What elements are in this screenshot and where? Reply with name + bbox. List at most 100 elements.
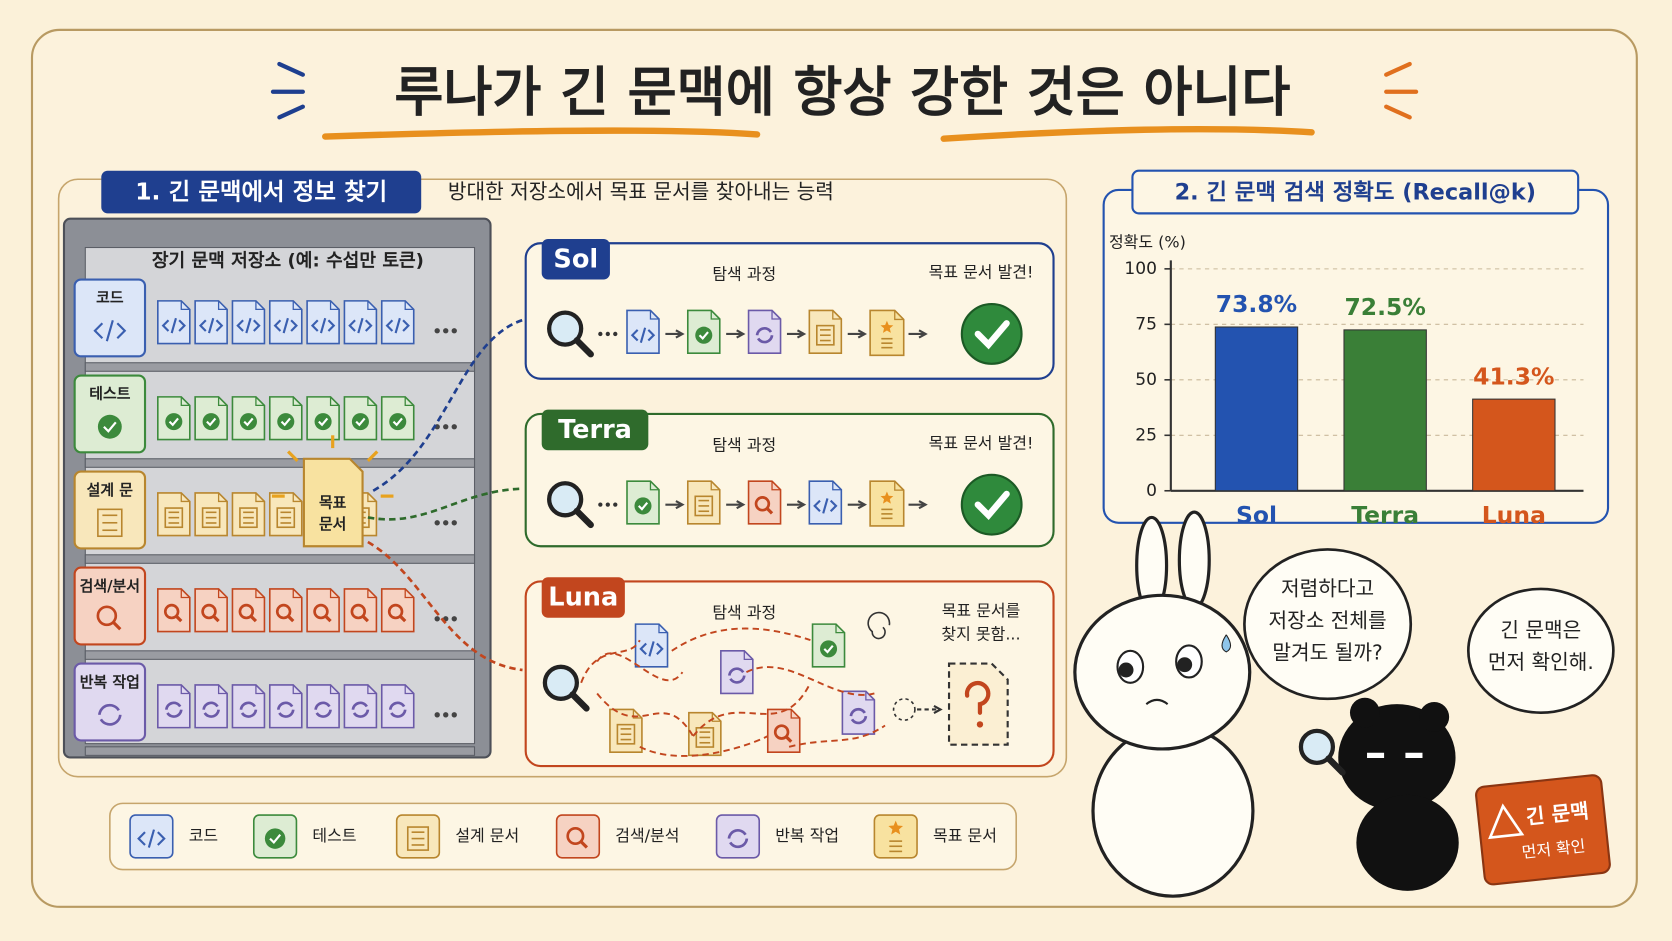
doc-icon — [194, 588, 228, 633]
doc-fold — [329, 300, 340, 311]
legend-label: 반복 작업 — [775, 826, 839, 845]
doc-fold — [255, 492, 265, 503]
icon-glyph — [97, 414, 122, 439]
y-tick-label: 75 — [1135, 314, 1157, 334]
icon-glyph — [388, 701, 407, 718]
doc-fold — [217, 492, 228, 503]
doc-sheet — [686, 480, 721, 525]
ellipsis-dot — [451, 712, 457, 718]
doc-icon — [609, 708, 643, 753]
value-label: 41.3% — [1473, 362, 1554, 390]
magnifier-handle — [569, 691, 590, 712]
doc-fold — [404, 588, 414, 599]
doc-sheet — [747, 309, 782, 354]
ellipsis-dot — [434, 520, 440, 526]
doc-sheet — [747, 480, 782, 525]
title-accent-left — [270, 61, 305, 120]
y-tick-label: 50 — [1135, 370, 1157, 390]
icon-glyph — [201, 507, 221, 529]
doc-fold — [894, 310, 904, 321]
icon-glyph — [164, 507, 184, 529]
icon-glyph — [392, 417, 403, 427]
legend-label: 테스트 — [312, 826, 356, 845]
chart-title: 2. 긴 문맥 검색 정확도 (Recall@k) — [1175, 180, 1536, 206]
doc-fold — [367, 396, 377, 407]
x-tick-label: Sol — [1236, 501, 1277, 529]
rabbit-pupil — [1118, 662, 1134, 678]
doc-sheet — [157, 492, 191, 537]
shelf-board — [84, 746, 476, 756]
doc-fold — [217, 396, 228, 407]
icon-glyph — [314, 413, 332, 431]
speech-bubble — [1243, 548, 1413, 701]
target-doc — [302, 457, 364, 548]
target-doc-label: 목표 — [319, 494, 347, 512]
legend-icon — [888, 820, 904, 853]
row-label-icon — [98, 703, 122, 726]
value-label: 73.8% — [1216, 290, 1297, 318]
link-luna — [367, 540, 523, 672]
doc-sheet — [343, 588, 378, 633]
icon-glyph — [276, 507, 296, 529]
ellipsis-dot — [443, 520, 449, 526]
rabbit-pupil — [1177, 657, 1193, 673]
doc-icon — [747, 480, 782, 525]
icon-glyph — [348, 319, 356, 332]
icon-glyph — [105, 319, 114, 342]
found-badge — [960, 302, 1023, 365]
ellipsis-dot — [434, 328, 440, 334]
doc-sheet — [194, 588, 228, 633]
icon-glyph — [201, 603, 217, 620]
doc-sheet — [869, 480, 905, 527]
doc-icon — [686, 309, 721, 354]
icon-glyph — [822, 498, 829, 514]
icon-glyph — [389, 413, 407, 431]
doc-sheet — [841, 690, 876, 735]
icon-glyph — [755, 327, 774, 344]
link-terra — [367, 487, 523, 521]
glow-ray — [286, 450, 299, 463]
section1-frame — [57, 178, 1068, 778]
doc-sheet — [720, 650, 754, 695]
doc-fold — [255, 684, 265, 695]
doc-fold — [292, 684, 302, 695]
speech-bubble — [1466, 587, 1615, 715]
icon-glyph — [784, 735, 793, 743]
bar — [1472, 398, 1556, 492]
doc-icon — [268, 588, 303, 633]
doc-fold — [894, 481, 904, 491]
speech-text: 먼저 확인해. — [1488, 650, 1594, 674]
doc-fold — [832, 310, 842, 320]
doc-icon — [686, 480, 721, 525]
doc-icon — [268, 300, 303, 345]
icon-glyph — [566, 827, 585, 846]
icon-glyph — [277, 413, 295, 431]
icon-glyph — [319, 317, 327, 334]
icon-glyph — [286, 614, 295, 623]
flow-arrowhead — [918, 329, 928, 339]
doc-sheet — [268, 588, 303, 633]
doc-sheet — [380, 684, 415, 729]
magnifier-handle — [573, 337, 594, 358]
icon-glyph — [178, 319, 186, 332]
icon-glyph — [313, 603, 329, 620]
doc-icon — [380, 684, 415, 729]
doc-icon — [268, 492, 303, 537]
icon-glyph — [170, 317, 177, 334]
rabbit-head — [1073, 593, 1252, 751]
doc-fold — [404, 300, 414, 311]
row-label: 테스트 — [89, 385, 130, 403]
section1-label: 1. 긴 문맥에서 정보 찾기 — [135, 178, 387, 206]
legend-label: 코드 — [189, 826, 218, 845]
doc-icon — [194, 492, 228, 537]
x-tick-label: Luna — [1482, 501, 1546, 529]
magnifier-handle — [1325, 755, 1346, 776]
row-label-box — [73, 374, 147, 454]
doc-icon — [634, 623, 669, 668]
doc-fold — [180, 588, 190, 599]
magnifier — [542, 664, 580, 701]
lane-name: Terra — [558, 415, 632, 445]
rabbit-body — [1091, 723, 1255, 898]
icon-glyph — [212, 614, 220, 623]
